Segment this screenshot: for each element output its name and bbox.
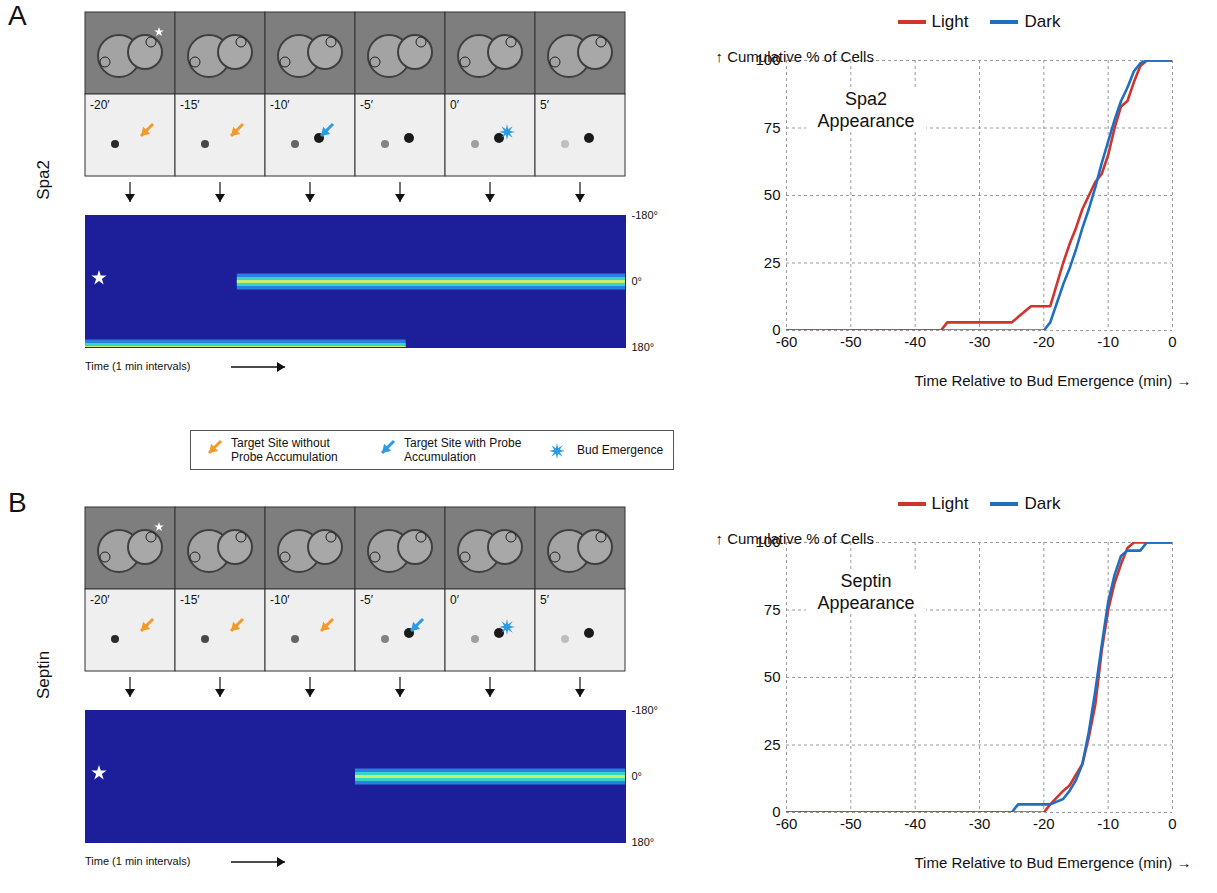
svg-text:75: 75: [764, 119, 781, 136]
svg-text:-10′: -10′: [270, 98, 290, 112]
svg-text:-10: -10: [1097, 333, 1119, 350]
html-text:B: B: [8, 487, 27, 518]
svg-text:0: 0: [772, 803, 780, 820]
html-text:Dark: Dark: [1024, 12, 1061, 31]
svg-text:75: 75: [764, 601, 781, 618]
svg-text:180°: 180°: [632, 341, 655, 353]
svg-text:-180°: -180°: [632, 704, 658, 716]
html-text:Target Site with Probe Accumul: Target Site with Probe Accumulation: [404, 436, 522, 464]
svg-text:-60: -60: [775, 333, 798, 351]
html-text:Dark: Dark: [1024, 494, 1061, 513]
svg-text:Time Relative to Bud Emergence: Time Relative to Bud Emergence (min) →: [914, 854, 1191, 871]
html-text:Light: Light: [931, 494, 969, 513]
svg-text:-30: -30: [969, 815, 991, 832]
svg-text:-10: -10: [1097, 815, 1119, 832]
html-text:Septin Appearance: Septin Appearance: [817, 571, 915, 613]
svg-text:50: 50: [764, 668, 781, 685]
svg-text:50: 50: [764, 186, 781, 203]
svg-text:-30: -30: [969, 333, 991, 350]
svg-text:-50: -50: [840, 333, 862, 350]
svg-text:0: 0: [1168, 333, 1176, 350]
html-text:Time (1 min intervals): Time (1 min intervals): [85, 360, 191, 372]
svg-text:0°: 0°: [632, 275, 643, 287]
svg-text:0: 0: [772, 321, 780, 338]
svg-text:-40: -40: [904, 815, 926, 832]
svg-text:-20: -20: [1033, 333, 1055, 350]
svg-text:-60: -60: [775, 815, 798, 833]
svg-text:-15′: -15′: [180, 98, 200, 112]
svg-text:-5′: -5′: [360, 98, 374, 112]
svg-text:0′: 0′: [450, 593, 460, 607]
html-text:Spa2: Spa2: [34, 160, 53, 200]
svg-text:0′: 0′: [450, 98, 460, 112]
svg-text:-180°: -180°: [632, 209, 658, 221]
html-text:Time (1 min intervals): Time (1 min intervals): [85, 855, 191, 867]
html-text:Septin: Septin: [34, 650, 53, 700]
svg-text:-20′: -20′: [90, 98, 110, 112]
svg-text:180°: 180°: [632, 836, 655, 848]
svg-text:-5′: -5′: [360, 593, 374, 607]
html-text:Light: Light: [931, 12, 969, 31]
html-text:A: A: [8, 0, 27, 31]
html-text:Bud Emergence: Bud Emergence: [577, 443, 664, 457]
svg-text:-20′: -20′: [90, 593, 110, 607]
svg-text:0°: 0°: [632, 770, 643, 782]
svg-text:↑ Cumulative % of Cells: ↑ Cumulative % of Cells: [716, 530, 874, 547]
svg-text:5′: 5′: [540, 98, 550, 112]
svg-text:-20: -20: [1033, 815, 1055, 832]
svg-text:Time Relative to Bud Emergence: Time Relative to Bud Emergence (min) →: [914, 372, 1191, 389]
svg-text:-10′: -10′: [270, 593, 290, 607]
svg-text:-15′: -15′: [180, 593, 200, 607]
html-text:Spa2 Appearance: Spa2 Appearance: [817, 89, 915, 131]
svg-text:↑ Cumulative % of Cells: ↑ Cumulative % of Cells: [716, 48, 874, 65]
svg-text:0: 0: [1168, 815, 1176, 832]
svg-text:-50: -50: [840, 815, 862, 832]
svg-text:25: 25: [764, 254, 781, 271]
svg-text:5′: 5′: [540, 593, 550, 607]
html-text:Target Site without Probe Accu: Target Site without Probe Accumulation: [231, 436, 338, 464]
svg-text:25: 25: [764, 736, 781, 753]
svg-text:-40: -40: [904, 333, 926, 350]
